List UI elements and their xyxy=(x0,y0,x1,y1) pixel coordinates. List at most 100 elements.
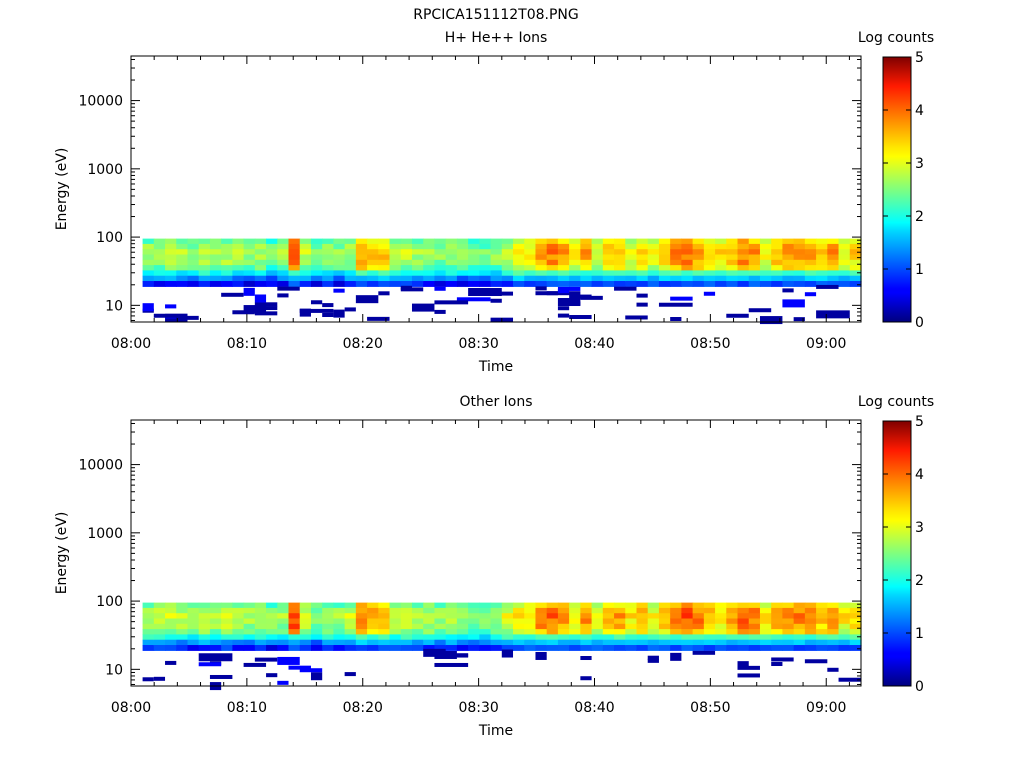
heatmap-cell xyxy=(434,265,447,272)
heatmap-cell xyxy=(602,634,615,641)
heatmap-cell xyxy=(344,602,357,609)
heatmap-cell xyxy=(423,634,436,641)
heatmap-cell xyxy=(243,613,256,620)
heatmap-cell xyxy=(153,249,166,256)
heatmap-cell xyxy=(198,602,211,609)
heatmap-cell xyxy=(816,249,828,256)
heatmap-cell xyxy=(209,618,222,625)
heatmap-cell xyxy=(423,613,436,620)
heatmap-cell xyxy=(232,249,245,256)
heatmap-cell xyxy=(726,634,739,641)
colorbar-tick-label: 1 xyxy=(915,626,924,642)
heatmap-cell xyxy=(153,259,166,266)
heatmap-cell xyxy=(681,618,694,625)
heatmap-cell xyxy=(827,259,840,266)
heatmap-cell xyxy=(299,645,312,651)
heatmap-cell xyxy=(153,270,166,277)
heatmap-cell xyxy=(209,607,222,614)
heatmap-cell xyxy=(670,629,682,636)
heatmap-cell xyxy=(546,607,559,614)
heatmap-cell xyxy=(479,634,492,641)
heatmap-cell xyxy=(614,281,626,287)
heatmap-cell xyxy=(524,243,537,250)
heatmap-cell xyxy=(266,629,278,636)
heatmap-cell xyxy=(479,254,492,261)
heatmap-cell xyxy=(187,613,200,620)
y-tick-label: 10 xyxy=(105,298,123,314)
heatmap-cell xyxy=(816,613,828,620)
heatmap-cell xyxy=(445,243,458,250)
heatmap-cell xyxy=(827,634,840,641)
heatmap-cell xyxy=(715,281,727,287)
speckle-cell xyxy=(580,656,592,661)
heatmap-cell xyxy=(602,238,615,245)
heatmap-cell xyxy=(400,238,413,245)
heatmap-cell xyxy=(513,623,525,630)
heatmap-cell xyxy=(614,259,626,266)
heatmap-cell xyxy=(804,281,817,287)
x-ticks: 08:00 08:10 08:20 08:30 08:40 08:50 09:00 xyxy=(111,56,850,352)
heatmap-cell xyxy=(535,618,548,625)
heatmap-cell xyxy=(670,281,682,287)
heatmap-cell xyxy=(153,645,166,651)
heatmap-cell xyxy=(793,645,806,651)
heatmap-cell xyxy=(793,270,806,277)
heatmap-cell xyxy=(221,645,233,651)
heatmap-cell xyxy=(838,618,851,625)
heatmap-cell xyxy=(748,607,761,614)
heatmap-cell xyxy=(771,602,784,609)
heatmap-cell xyxy=(737,243,750,250)
heatmap-cell xyxy=(759,645,772,651)
speckle-cell xyxy=(557,313,570,318)
heatmap-cell xyxy=(591,249,604,256)
heatmap-cell xyxy=(703,270,716,277)
heatmap-cell xyxy=(378,265,391,272)
heatmap-cell xyxy=(849,270,862,277)
speckle-cell xyxy=(670,296,693,301)
heatmap-cell xyxy=(827,613,840,620)
speckle-cell xyxy=(557,306,570,311)
heatmap-cell xyxy=(737,602,750,609)
heatmap-cell xyxy=(636,259,649,266)
heatmap-cell xyxy=(838,275,851,282)
heatmap-cell xyxy=(232,639,245,646)
heatmap-cell xyxy=(411,613,424,620)
heatmap-cell xyxy=(737,607,750,614)
x-axis-label: Time xyxy=(478,359,513,375)
heatmap-cell xyxy=(344,639,357,646)
heatmap-cell xyxy=(827,243,840,250)
heatmap-cell xyxy=(726,629,739,636)
heatmap-cell xyxy=(748,275,761,282)
heatmap-cell xyxy=(546,254,559,261)
heatmap-cell xyxy=(591,243,604,250)
heatmap-cell xyxy=(580,623,593,630)
heatmap-cell xyxy=(423,254,436,261)
heatmap-cell xyxy=(793,243,806,250)
heatmap-cell xyxy=(692,243,705,250)
heatmap-cell xyxy=(243,645,256,651)
heatmap-cell xyxy=(299,639,312,646)
heatmap-cell xyxy=(513,243,525,250)
heatmap-cell xyxy=(367,265,379,272)
heatmap-cell xyxy=(625,254,638,261)
heatmap-cell xyxy=(322,270,335,277)
heatmap-cell xyxy=(176,613,189,620)
heatmap-cell xyxy=(198,259,211,266)
heatmap-cell xyxy=(715,602,727,609)
heatmap-cell xyxy=(378,243,391,250)
heatmap-cell xyxy=(602,259,615,266)
heatmap-cell xyxy=(849,623,862,630)
heatmap-cell xyxy=(221,265,233,272)
heatmap-cell xyxy=(322,238,335,245)
heatmap-cell xyxy=(759,613,772,620)
x-tick-label: 08:50 xyxy=(690,336,730,352)
heatmap-cell xyxy=(176,254,189,261)
heatmap-cell xyxy=(726,238,739,245)
heatmap-cell xyxy=(490,639,503,646)
speckle-cell xyxy=(569,315,592,320)
heatmap-cell xyxy=(243,275,256,282)
heatmap-cell xyxy=(165,623,177,630)
heatmap-cell xyxy=(243,639,256,646)
heatmap-cell xyxy=(793,281,806,287)
heatmap-cell xyxy=(355,629,368,636)
